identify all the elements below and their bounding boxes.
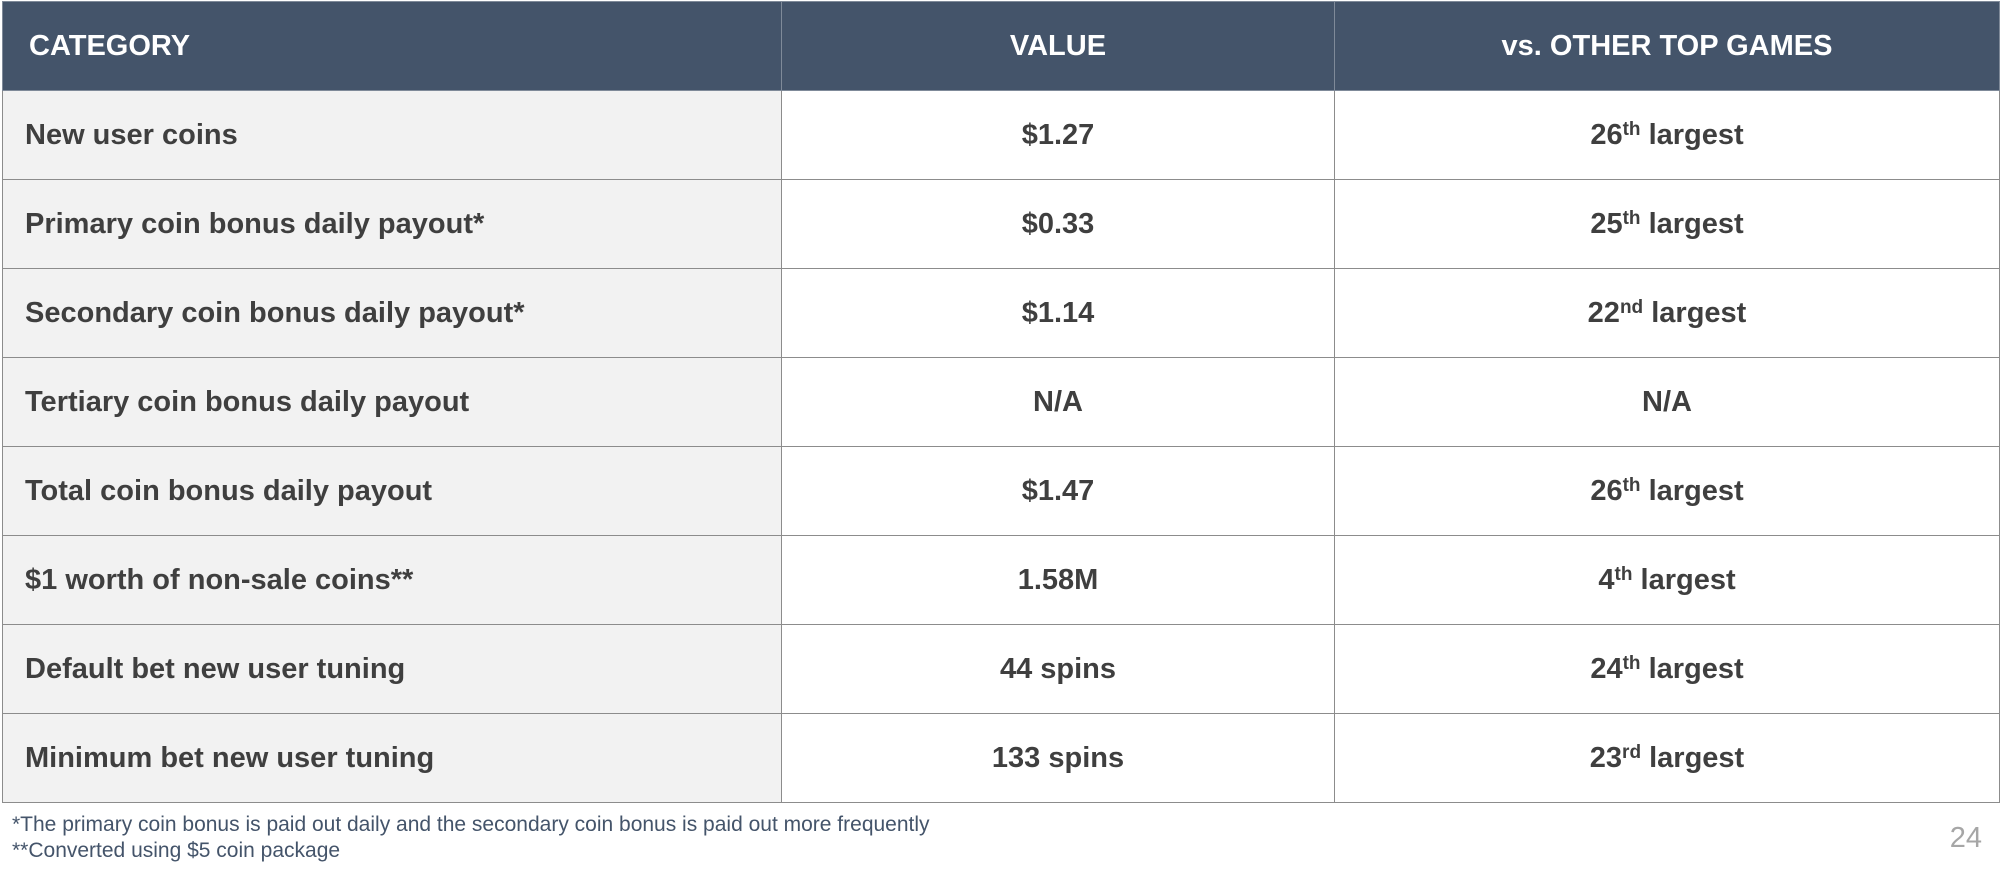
row-category: Secondary coin bonus daily payout*: [2, 268, 782, 358]
rank-number: 23: [1589, 741, 1623, 774]
rank-number: 4: [1598, 563, 1615, 596]
rank-suffix: th: [1622, 652, 1641, 674]
row-category: Total coin bonus daily payout: [2, 446, 782, 536]
table-row: Secondary coin bonus daily payout* $1.14…: [2, 268, 2000, 358]
row-value: $1.27: [781, 90, 1335, 180]
row-comparison: 26th largest: [1334, 90, 2000, 180]
footnote-primary-secondary: *The primary coin bonus is paid out dail…: [12, 813, 930, 836]
row-value: 44 spins: [781, 624, 1335, 714]
rank-label: largest: [1648, 652, 1744, 685]
rank-suffix: rd: [1622, 741, 1642, 763]
row-comparison: N/A: [1334, 357, 2000, 447]
rank-suffix: th: [1622, 118, 1641, 140]
rank-suffix: th: [1622, 474, 1641, 496]
rank-label: largest: [1649, 741, 1745, 774]
rank-number: 26: [1590, 118, 1623, 151]
table-row: Tertiary coin bonus daily payout N/A N/A: [2, 357, 2000, 447]
footnotes: *The primary coin bonus is paid out dail…: [12, 812, 930, 864]
rank-label: largest: [1648, 118, 1744, 151]
table-row: Minimum bet new user tuning 133 spins 23…: [2, 713, 2000, 803]
rank-number: 22: [1587, 296, 1620, 329]
header-value: VALUE: [781, 1, 1335, 91]
rank-label: largest: [1640, 563, 1736, 596]
rank-number: 26: [1590, 474, 1623, 507]
row-value: 133 spins: [781, 713, 1335, 803]
row-comparison: 24th largest: [1334, 624, 2000, 714]
rank-label: largest: [1648, 474, 1744, 507]
row-value: N/A: [781, 357, 1335, 447]
table-body: New user coins $1.27 26th largest Primar…: [2, 90, 2000, 803]
row-value: $0.33: [781, 179, 1335, 269]
rank-suffix: nd: [1619, 296, 1644, 318]
table-header: CATEGORY VALUE vs. OTHER TOP GAMES: [2, 1, 2000, 91]
table-row: Total coin bonus daily payout $1.47 26th…: [2, 446, 2000, 536]
page-number: 24: [1949, 822, 1982, 854]
row-comparison: 26th largest: [1334, 446, 2000, 536]
row-category: $1 worth of non-sale coins**: [2, 535, 782, 625]
row-category: Primary coin bonus daily payout*: [2, 179, 782, 269]
rank-suffix: th: [1614, 563, 1633, 585]
table-row: New user coins $1.27 26th largest: [2, 90, 2000, 180]
header-row: CATEGORY VALUE vs. OTHER TOP GAMES: [2, 1, 2000, 91]
table-row: $1 worth of non-sale coins** 1.58M 4th l…: [2, 535, 2000, 625]
rank-number: N/A: [1642, 385, 1692, 418]
table-row: Default bet new user tuning 44 spins 24t…: [2, 624, 2000, 714]
header-comparison: vs. OTHER TOP GAMES: [1334, 1, 2000, 91]
table-row: Primary coin bonus daily payout* $0.33 2…: [2, 179, 2000, 269]
rank-number: 25: [1590, 207, 1623, 240]
rank-label: largest: [1651, 296, 1747, 329]
row-value: $1.14: [781, 268, 1335, 358]
row-category: Tertiary coin bonus daily payout: [2, 357, 782, 447]
row-comparison: 23rd largest: [1334, 713, 2000, 803]
rank-suffix: th: [1622, 207, 1641, 229]
row-comparison: 25th largest: [1334, 179, 2000, 269]
row-category: Default bet new user tuning: [2, 624, 782, 714]
row-value: $1.47: [781, 446, 1335, 536]
row-category: New user coins: [2, 90, 782, 180]
header-category: CATEGORY: [2, 1, 782, 91]
footnote-conversion: **Converted using $5 coin package: [12, 839, 341, 862]
rank-number: 24: [1590, 652, 1623, 685]
row-comparison: 22nd largest: [1334, 268, 2000, 358]
row-value: 1.58M: [781, 535, 1335, 625]
row-comparison: 4th largest: [1334, 535, 2000, 625]
row-category: Minimum bet new user tuning: [2, 713, 782, 803]
comparison-table: CATEGORY VALUE vs. OTHER TOP GAMES New u…: [2, 1, 2000, 803]
rank-label: largest: [1648, 207, 1744, 240]
